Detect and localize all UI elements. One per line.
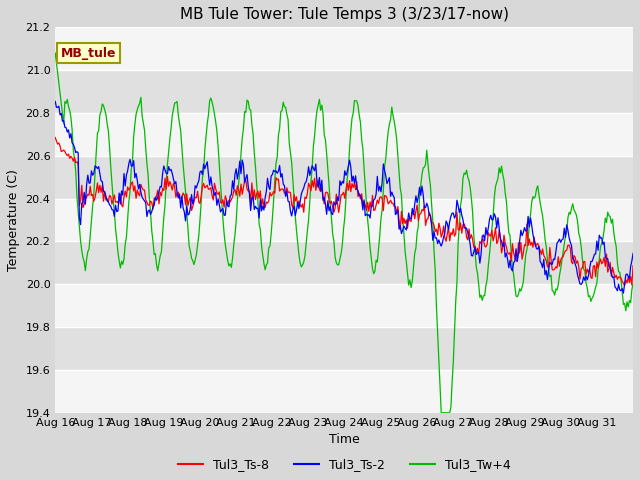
X-axis label: Time: Time [329, 433, 360, 446]
Bar [55, 284, 633, 327]
Y-axis label: Temperature (C): Temperature (C) [7, 169, 20, 271]
Bar [55, 241, 633, 284]
Bar [55, 156, 633, 199]
Bar [55, 370, 633, 413]
Bar [55, 27, 633, 70]
Bar [55, 199, 633, 241]
Legend: Tul3_Ts-8, Tul3_Ts-2, Tul3_Tw+4: Tul3_Ts-8, Tul3_Ts-2, Tul3_Tw+4 [173, 453, 515, 476]
Bar [55, 327, 633, 370]
Bar [55, 70, 633, 113]
Text: MB_tule: MB_tule [61, 47, 116, 60]
Bar [55, 113, 633, 156]
Title: MB Tule Tower: Tule Temps 3 (3/23/17-now): MB Tule Tower: Tule Temps 3 (3/23/17-now… [180, 7, 509, 22]
